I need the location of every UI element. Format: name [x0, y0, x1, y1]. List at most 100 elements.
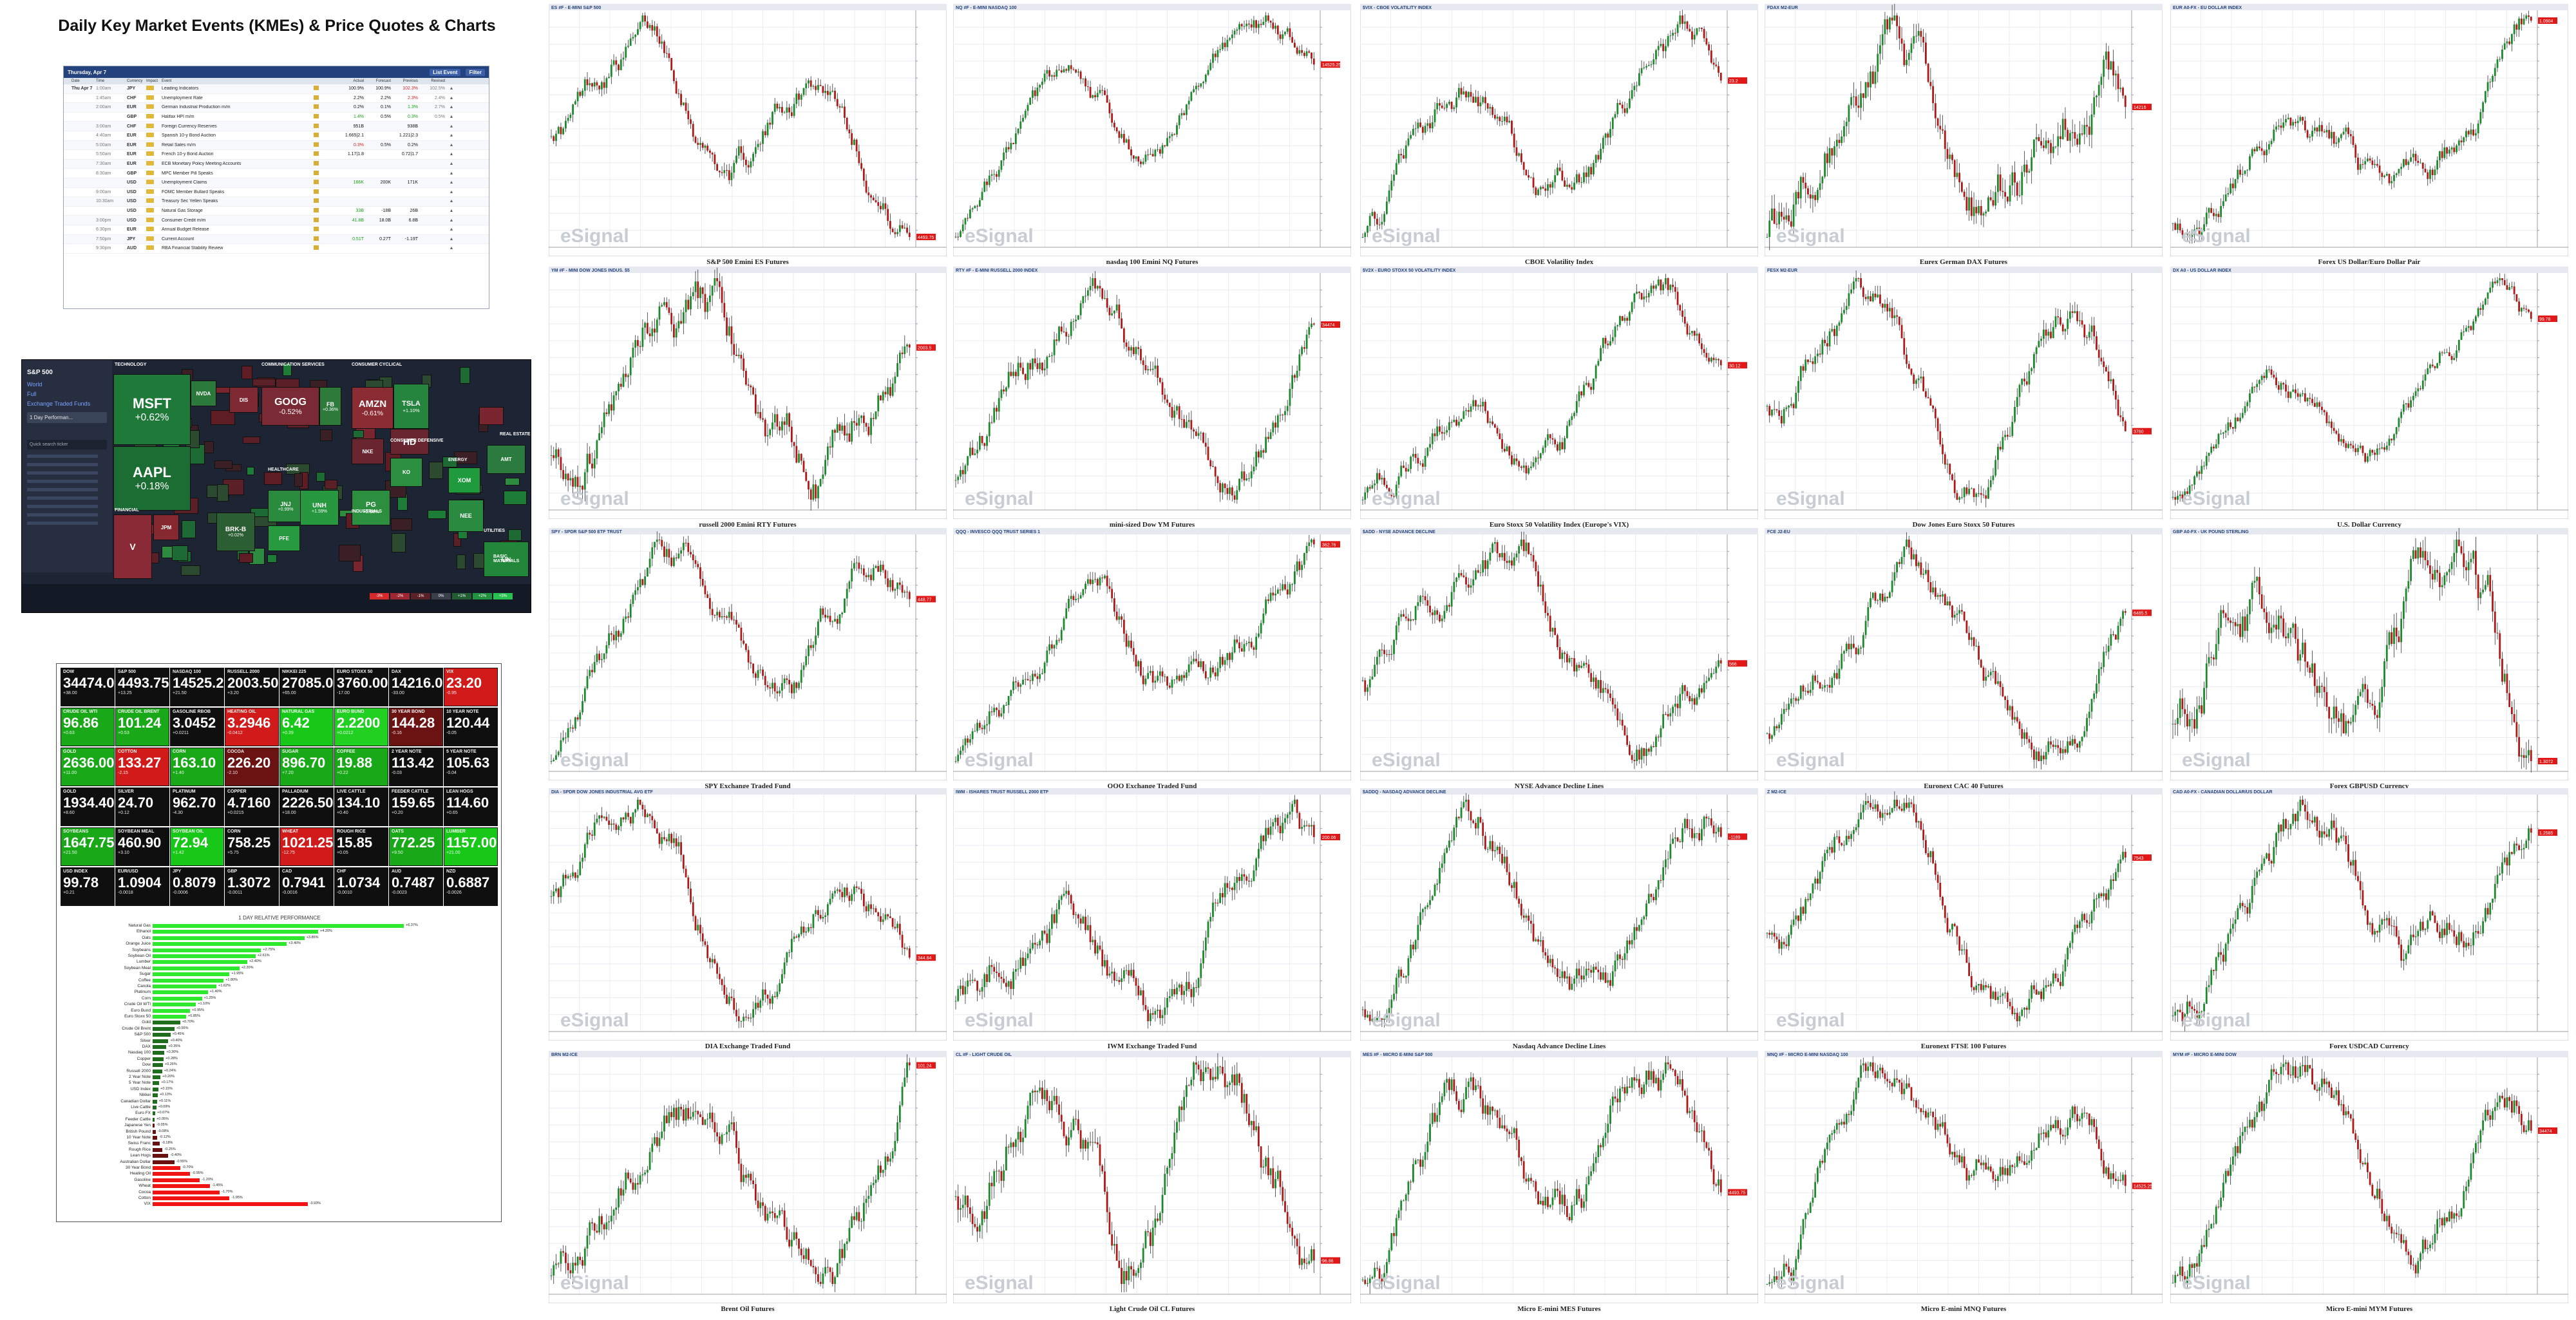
detail-icon[interactable] — [314, 217, 337, 223]
calendar-event[interactable]: Unemployment Claims — [162, 180, 207, 185]
heatmap-small-tile[interactable] — [428, 509, 447, 520]
calendar-row[interactable]: 6:30pm EUR Annual Budget Release ▲ — [64, 225, 489, 235]
detail-icon[interactable] — [314, 161, 337, 167]
quote-tile[interactable]: EUR/USD 1.0904 -0.0018 — [115, 867, 169, 906]
heatmap-small-tile[interactable] — [243, 437, 260, 444]
performance-bar[interactable] — [153, 1051, 165, 1055]
price-chart[interactable]: SPY - SPDR S&P 500 ETF TRUST 448.77 eSigna… — [549, 528, 947, 792]
heatmap-small-tile[interactable] — [246, 467, 255, 476]
performance-bar[interactable] — [153, 954, 256, 958]
detail-icon[interactable] — [314, 180, 337, 185]
quote-tile[interactable]: EURO BUND 2.2200 +0.0212 — [334, 708, 388, 746]
heatmap-small-tile[interactable] — [479, 407, 504, 425]
detail-icon[interactable] — [314, 133, 337, 138]
heatmap-small-tile[interactable] — [353, 429, 364, 438]
performance-bar[interactable] — [153, 1136, 158, 1140]
alert-icon[interactable]: ▲ — [449, 115, 454, 120]
heatmap-tile-msft[interactable]: MSFT +0.62% — [113, 374, 191, 445]
performance-bar[interactable] — [153, 1075, 161, 1079]
performance-bar[interactable] — [153, 1063, 163, 1068]
heatmap-tile-nvda[interactable]: NVDA — [191, 381, 216, 406]
quote-tile[interactable]: CRUDE OIL BRENT 101.24 +0.53 — [115, 708, 169, 746]
chart-plot[interactable]: RTY #F - E-MINI RUSSELL 2000 INDEX34474e… — [953, 267, 1351, 519]
quote-tile[interactable]: OATS 772.25 +9.50 — [389, 827, 443, 866]
calendar-row[interactable]: 3:00pm USD Consumer Credit m/m 41.8B 18.0B 6.… — [64, 216, 489, 225]
heatmap-small-tile[interactable] — [239, 552, 254, 563]
calendar-event[interactable]: Halifax HPI m/m — [162, 115, 194, 120]
detail-icon[interactable] — [314, 142, 337, 148]
alert-icon[interactable]: ▲ — [449, 162, 454, 167]
heatmap-period-select[interactable]: 1 Day Performan... — [27, 412, 107, 423]
quote-tile[interactable]: GOLD 2636.00 +11.00 — [61, 748, 115, 786]
performance-bar[interactable] — [153, 1129, 156, 1134]
alert-icon[interactable]: ▲ — [449, 199, 454, 204]
chart-plot[interactable]: SPY - SPDR S&P 500 ETF TRUST448.77eSigna… — [549, 528, 947, 780]
quote-tile[interactable]: FEEDER CATTLE 159.65 +0.20 — [389, 787, 443, 826]
heatmap-tile-fb[interactable]: FB +0.36% — [319, 387, 341, 426]
quote-tile[interactable]: JPY 0.8079 -0.0006 — [170, 867, 224, 906]
detail-icon[interactable] — [314, 104, 337, 110]
detail-icon[interactable] — [314, 86, 337, 91]
performance-bar[interactable] — [153, 942, 287, 947]
calendar-event[interactable]: MPC Member Pill Speaks — [162, 171, 213, 176]
heatmap-tile-lin[interactable]: LIN — [484, 542, 529, 577]
heatmap-small-tile[interactable] — [473, 552, 485, 569]
heatmap-small-tile[interactable] — [214, 460, 233, 469]
calendar-row[interactable]: USD Natural Gas Storage 33B -18B 26B ▲ — [64, 207, 489, 216]
performance-bar[interactable] — [153, 936, 305, 940]
calendar-event[interactable]: French 10-y Bond Auction — [162, 152, 214, 157]
calendar-row[interactable]: 9:00am USD FOMC Member Bullard Speaks ▲ — [64, 188, 489, 198]
heatmap-tile-jnj[interactable]: JNJ +0.99% — [268, 490, 303, 522]
calendar-event[interactable]: Foreign Currency Reserves — [162, 124, 217, 129]
price-chart[interactable]: DX A0 - US DOLLAR INDEX 99.78 eSignal U.S. … — [2170, 267, 2568, 531]
calendar-row[interactable]: 9:30pm AUD RBA Financial Stability Review ▲ — [64, 244, 489, 254]
quote-tile[interactable]: SUGAR 896.70 +7.20 — [279, 748, 334, 786]
heatmap-small-tile[interactable] — [324, 479, 337, 490]
alert-icon[interactable]: ▲ — [449, 171, 454, 176]
performance-bar[interactable] — [153, 1160, 175, 1164]
heatmap-tile-aapl[interactable]: AAPL +0.18% — [113, 446, 191, 511]
quote-tile[interactable]: SOYBEAN OIL 72.94 +1.42 — [170, 827, 224, 866]
alert-icon[interactable]: ▲ — [449, 152, 454, 157]
heatmap-link-etf[interactable]: Exchange Traded Funds — [27, 401, 91, 407]
heatmap-tile-ko[interactable]: KO — [390, 458, 422, 487]
heatmap-tile-hd[interactable]: HD — [390, 429, 429, 455]
heatmap-tile-nke[interactable]: NKE — [352, 438, 384, 464]
price-chart[interactable]: YM #F - MINI DOW JONES INDUS. $5 2003.5 eS… — [549, 267, 947, 531]
quote-tile[interactable]: LUMBER 1157.00 +21.00 — [444, 827, 498, 866]
price-chart[interactable]: FDAX M2-EUR 14216 eSignal Eurex German DAX … — [1765, 4, 2163, 268]
alert-icon[interactable]: ▲ — [449, 246, 454, 251]
chart-plot[interactable]: $V2X - EURO STOXX 50 VOLATILITY INDEX30.… — [1360, 267, 1758, 519]
price-chart[interactable]: FESX M2-EUR 3760 eSignal Dow Jones Euro Sto… — [1765, 267, 2163, 531]
performance-bar[interactable] — [153, 990, 208, 995]
detail-icon[interactable] — [314, 170, 337, 176]
quote-tile[interactable]: CORN 758.25 +5.75 — [225, 827, 279, 866]
price-chart[interactable]: RTY #F - E-MINI RUSSELL 2000 INDEX 34474 e… — [953, 267, 1351, 531]
calendar-event[interactable]: RBA Financial Stability Review — [162, 246, 223, 251]
quote-tile[interactable]: NATURAL GAS 6.42 +0.39 — [279, 708, 334, 746]
alert-icon[interactable]: ▲ — [449, 236, 454, 241]
performance-bar[interactable] — [153, 1172, 191, 1176]
performance-bar[interactable] — [153, 1124, 155, 1128]
alert-icon[interactable]: ▲ — [449, 124, 454, 129]
quote-tile[interactable]: S&P 500 4493.75 +13.25 — [115, 668, 169, 706]
calendar-row[interactable]: 7:30am EUR ECB Monetary Policy Meeting Acc… — [64, 159, 489, 169]
performance-bar[interactable] — [153, 1190, 220, 1194]
heatmap-small-tile[interactable] — [504, 478, 520, 486]
calendar-event[interactable]: ECB Monetary Policy Meeting Accounts — [162, 162, 242, 167]
performance-bar[interactable] — [153, 1166, 180, 1170]
heatmap-small-tile[interactable] — [456, 554, 466, 570]
price-chart[interactable]: EUR A0-FX - EU DOLLAR INDEX 1.0904 eSignal… — [2170, 4, 2568, 268]
calendar-row[interactable]: 2:00am EUR German Industrial Production m/… — [64, 103, 489, 113]
performance-bar[interactable] — [153, 924, 404, 928]
heatmap-tile-unh[interactable]: UNH +1.59% — [300, 490, 339, 525]
performance-bar[interactable] — [153, 1178, 200, 1182]
quote-tile[interactable]: 10 YEAR NOTE 120.44 -0.05 — [444, 708, 498, 746]
calendar-event[interactable]: German Industrial Production m/m — [162, 105, 231, 110]
calendar-event[interactable]: Treasury Sec Yellen Speaks — [162, 199, 218, 204]
quote-tile[interactable]: HEATING OIL 3.2946 -0.0412 — [225, 708, 279, 746]
heatmap-small-tile[interactable] — [181, 565, 200, 576]
